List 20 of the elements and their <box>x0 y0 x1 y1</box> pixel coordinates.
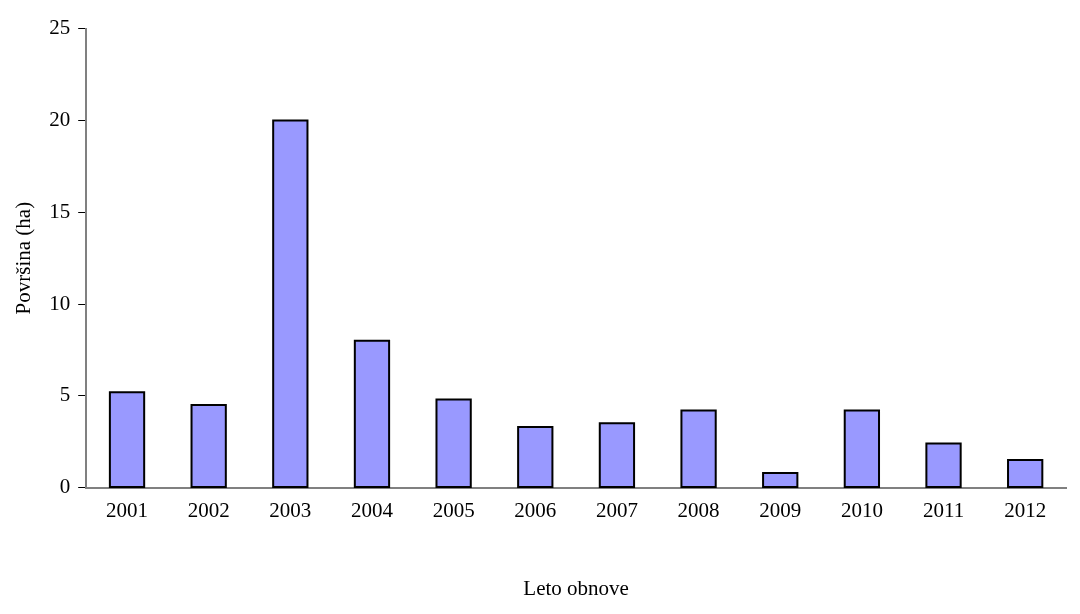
x-tick-label: 2003 <box>269 497 312 522</box>
x-tick-label: 2008 <box>677 497 720 522</box>
x-tick-label: 2002 <box>187 497 230 522</box>
x-tick-label: 2010 <box>840 497 883 522</box>
x-tick-label: 2006 <box>514 497 557 522</box>
x-tick-label: 2005 <box>432 497 475 522</box>
y-tick-label: 0 <box>59 474 71 499</box>
x-tick-label: 2012 <box>1004 497 1047 522</box>
x-tick-label: 2007 <box>595 497 638 522</box>
y-tick-label: 10 <box>49 290 71 315</box>
y-tick-label: 20 <box>49 106 71 131</box>
y-tick-label: 15 <box>49 198 71 223</box>
x-axis-title: Leto obnove <box>523 575 629 600</box>
x-tick-label: 2009 <box>759 497 802 522</box>
x-tick-label: 2004 <box>350 497 394 522</box>
y-tick-label: 25 <box>49 15 71 40</box>
y-tick-label: 5 <box>59 382 71 407</box>
x-tick-label: 2011 <box>922 497 965 522</box>
y-axis-title: Površina (ha) <box>11 201 36 315</box>
x-tick-label: 2001 <box>106 497 149 522</box>
